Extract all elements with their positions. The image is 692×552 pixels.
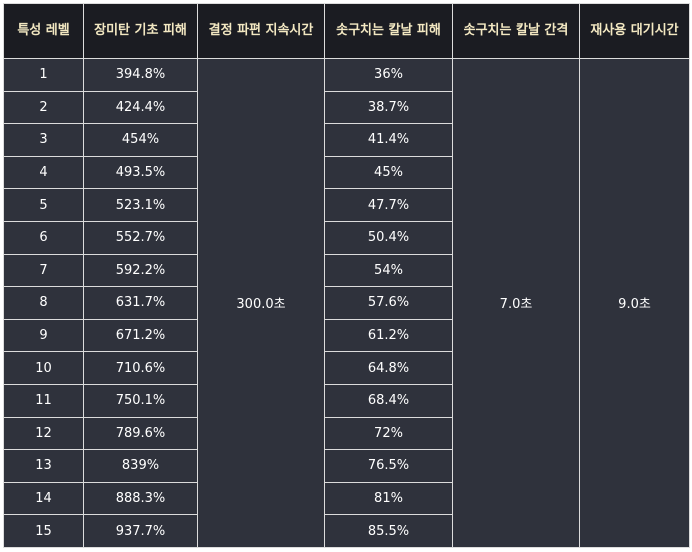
table-row: 1 394.8% 300.0초 36% 7.0초 9.0초 [3,58,690,548]
header-rose-base-damage: 장미탄 기초 피해 [83,3,198,59]
table-body: 1 394.8% 300.0초 36% 7.0초 9.0초 2 424.4% 38.7% 3 454… [3,58,690,548]
cell-rose-base-damage: 888.3% [83,481,198,516]
cell-rising-blade-damage: 57.6% [324,286,453,320]
table-row: 13 839% 76.5% [3,449,690,483]
cell-rising-blade-damage: 47.7% [324,188,453,222]
cell-rose-base-damage: 493.5% [83,155,198,190]
cell-rising-blade-damage: 76.5% [324,449,453,483]
cell-trait-level: 4 [3,155,84,190]
table-row: 14 888.3% 81% [3,481,690,516]
cell-rose-base-damage: 592.2% [83,253,198,288]
cell-rose-base-damage: 523.1% [83,188,198,222]
cell-rose-base-damage: 937.7% [83,514,198,548]
cell-rising-blade-damage: 85.5% [324,514,453,548]
cell-trait-level: 9 [3,318,84,353]
cell-rising-blade-interval: 7.0초 [452,58,580,548]
cell-cooldown: 9.0초 [579,58,690,548]
cell-trait-level: 3 [3,123,84,157]
cell-rising-blade-damage: 64.8% [324,351,453,385]
cell-rose-base-damage: 710.6% [83,351,198,385]
header-rising-blade-interval: 솟구치는 칼날 간격 [452,3,580,59]
skill-stats-table-container: 특성 레벨 장미탄 기초 피해 결정 파편 지속시간 솟구치는 칼날 피해 솟구… [3,3,690,548]
cell-rising-blade-damage: 50.4% [324,220,453,255]
cell-trait-level: 10 [3,351,84,385]
cell-trait-level: 7 [3,253,84,288]
cell-rising-blade-damage: 61.2% [324,318,453,353]
cell-rising-blade-damage: 81% [324,481,453,516]
cell-rising-blade-damage: 68.4% [324,383,453,418]
cell-rose-base-damage: 789.6% [83,416,198,451]
header-cooldown: 재사용 대기시간 [579,3,690,59]
cell-rose-base-damage: 631.7% [83,286,198,320]
table-row: 4 493.5% 45% [3,155,690,190]
cell-trait-level: 2 [3,90,84,125]
cell-rose-base-damage: 839% [83,449,198,483]
cell-trait-level: 12 [3,416,84,451]
cell-rose-base-damage: 394.8% [83,58,198,92]
cell-rose-base-damage: 454% [83,123,198,157]
cell-crystal-shard-duration: 300.0초 [197,58,325,548]
cell-rose-base-damage: 750.1% [83,383,198,418]
cell-rising-blade-damage: 72% [324,416,453,451]
table-row: 2 424.4% 38.7% [3,90,690,125]
cell-rising-blade-damage: 54% [324,253,453,288]
table-row: 11 750.1% 68.4% [3,383,690,418]
cell-rising-blade-damage: 36% [324,58,453,92]
cell-rising-blade-damage: 38.7% [324,90,453,125]
table-row: 12 789.6% 72% [3,416,690,451]
table-row: 10 710.6% 64.8% [3,351,690,385]
table-row: 7 592.2% 54% [3,253,690,288]
cell-trait-level: 6 [3,220,84,255]
header-trait-level: 특성 레벨 [3,3,84,59]
cell-rising-blade-damage: 45% [324,155,453,190]
cell-trait-level: 14 [3,481,84,516]
table-row: 5 523.1% 47.7% [3,188,690,222]
cell-trait-level: 1 [3,58,84,92]
table-row: 15 937.7% 85.5% [3,514,690,548]
table-row: 3 454% 41.4% [3,123,690,157]
cell-rose-base-damage: 424.4% [83,90,198,125]
header-crystal-shard-duration: 결정 파편 지속시간 [197,3,325,59]
table-row: 8 631.7% 57.6% [3,286,690,320]
cell-trait-level: 11 [3,383,84,418]
cell-rising-blade-damage: 41.4% [324,123,453,157]
cell-trait-level: 5 [3,188,84,222]
cell-trait-level: 15 [3,514,84,548]
skill-stats-table: 특성 레벨 장미탄 기초 피해 결정 파편 지속시간 솟구치는 칼날 피해 솟구… [3,3,690,548]
cell-rose-base-damage: 671.2% [83,318,198,353]
cell-trait-level: 8 [3,286,84,320]
table-header-row: 특성 레벨 장미탄 기초 피해 결정 파편 지속시간 솟구치는 칼날 피해 솟구… [3,3,690,59]
table-row: 9 671.2% 61.2% [3,318,690,353]
cell-rose-base-damage: 552.7% [83,220,198,255]
header-rising-blade-damage: 솟구치는 칼날 피해 [324,3,453,59]
cell-trait-level: 13 [3,449,84,483]
